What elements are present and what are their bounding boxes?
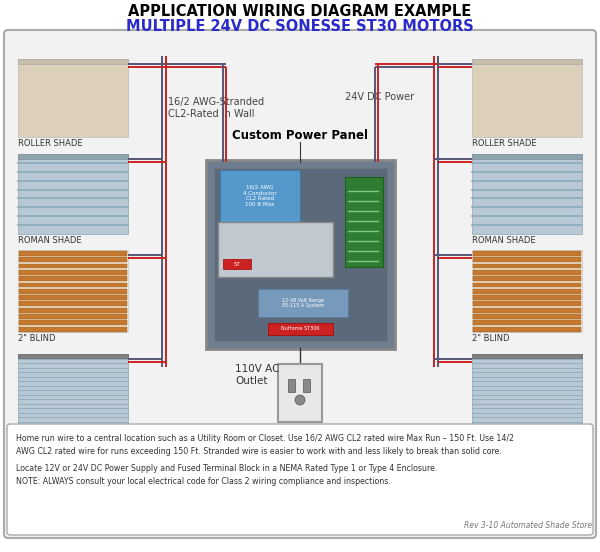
Bar — [472, 59, 582, 64]
Text: APPLICATION WIRING DIAGRAM EXAMPLE: APPLICATION WIRING DIAGRAM EXAMPLE — [128, 4, 472, 19]
Bar — [19, 308, 127, 312]
Circle shape — [295, 395, 305, 405]
Bar — [18, 354, 128, 358]
Text: Home run wire to a central location such as a Utility Room or Closet. Use 16/2 A: Home run wire to a central location such… — [16, 434, 514, 443]
Text: CELLULAR/PLEATED SHADE: CELLULAR/PLEATED SHADE — [18, 446, 132, 455]
Bar — [18, 250, 128, 332]
Bar — [19, 301, 127, 306]
Bar — [473, 276, 581, 281]
Bar — [472, 354, 582, 444]
Bar — [258, 289, 348, 317]
Bar — [278, 364, 322, 422]
Text: ST: ST — [233, 262, 241, 267]
Bar — [18, 354, 128, 444]
Bar — [473, 283, 581, 288]
Bar — [288, 379, 295, 392]
Text: AWG CL2 rated wire for runs exceeding 150 Ft. Stranded wire is easier to work wi: AWG CL2 rated wire for runs exceeding 15… — [16, 447, 502, 456]
Bar — [268, 323, 333, 335]
Text: ROMAN SHADE: ROMAN SHADE — [18, 236, 82, 245]
Text: Rev 3-10 Automated Shade Store: Rev 3-10 Automated Shade Store — [464, 521, 592, 530]
Text: ROMAN SHADE: ROMAN SHADE — [472, 236, 536, 245]
Text: ROLLER SHADE: ROLLER SHADE — [18, 139, 83, 148]
Text: NuHome ST30K: NuHome ST30K — [281, 326, 319, 332]
Text: NOTE: ALWAYS consult your local electrical code for Class 2 wiring compliance an: NOTE: ALWAYS consult your local electric… — [16, 477, 391, 486]
Bar — [19, 289, 127, 294]
Bar — [473, 289, 581, 294]
Bar — [473, 295, 581, 300]
Text: 16/2 AWG-Stranded
CL2-Rated In Wall: 16/2 AWG-Stranded CL2-Rated In Wall — [168, 97, 264, 119]
Text: CELLULAR/PLEATED SHADE: CELLULAR/PLEATED SHADE — [472, 446, 586, 455]
Bar — [19, 264, 127, 268]
Bar — [19, 295, 127, 300]
Bar — [19, 283, 127, 288]
Text: 12-48 Volt Range
85-115 A System: 12-48 Volt Range 85-115 A System — [282, 298, 324, 309]
Bar — [472, 354, 582, 358]
Bar — [473, 301, 581, 306]
Bar — [303, 379, 310, 392]
FancyBboxPatch shape — [7, 424, 593, 535]
Bar — [473, 320, 581, 325]
Text: 2" BLIND: 2" BLIND — [472, 334, 509, 343]
Bar — [19, 327, 127, 332]
Bar — [473, 314, 581, 319]
Bar — [473, 257, 581, 262]
Text: 16/2 AWG
4 Conductor
CL2 Rated
100 ft Max: 16/2 AWG 4 Conductor CL2 Rated 100 ft Ma… — [243, 185, 277, 207]
Bar — [472, 59, 582, 137]
FancyBboxPatch shape — [206, 160, 395, 349]
Bar — [473, 308, 581, 312]
FancyBboxPatch shape — [4, 30, 596, 538]
Bar — [218, 222, 333, 277]
Text: Locate 12V or 24V DC Power Supply and Fused Terminal Block in a NEMA Rated Type : Locate 12V or 24V DC Power Supply and Fu… — [16, 464, 437, 473]
Text: 24V DC Power: 24V DC Power — [345, 92, 414, 102]
Bar — [223, 259, 251, 269]
Text: 110V AC
Outlet: 110V AC Outlet — [235, 364, 280, 386]
Text: MULTIPLE 24V DC SONESSE ST30 MOTORS: MULTIPLE 24V DC SONESSE ST30 MOTORS — [126, 19, 474, 34]
Text: ROLLER SHADE: ROLLER SHADE — [472, 139, 536, 148]
Bar — [18, 59, 128, 64]
Bar — [18, 154, 128, 234]
Bar — [19, 251, 127, 256]
Bar — [473, 251, 581, 256]
Text: Custom Power Panel: Custom Power Panel — [232, 129, 368, 142]
Bar — [473, 264, 581, 268]
Bar — [19, 320, 127, 325]
Bar — [473, 270, 581, 275]
Bar — [472, 154, 582, 159]
Bar — [472, 250, 582, 332]
Bar — [214, 168, 387, 341]
Bar — [220, 170, 300, 222]
Bar — [472, 154, 582, 234]
Bar — [18, 59, 128, 137]
Bar — [19, 257, 127, 262]
Bar — [19, 270, 127, 275]
Text: 2" BLIND: 2" BLIND — [18, 334, 56, 343]
Bar — [19, 314, 127, 319]
Bar — [18, 154, 128, 159]
Bar — [345, 177, 383, 267]
Bar — [19, 276, 127, 281]
Bar — [473, 327, 581, 332]
